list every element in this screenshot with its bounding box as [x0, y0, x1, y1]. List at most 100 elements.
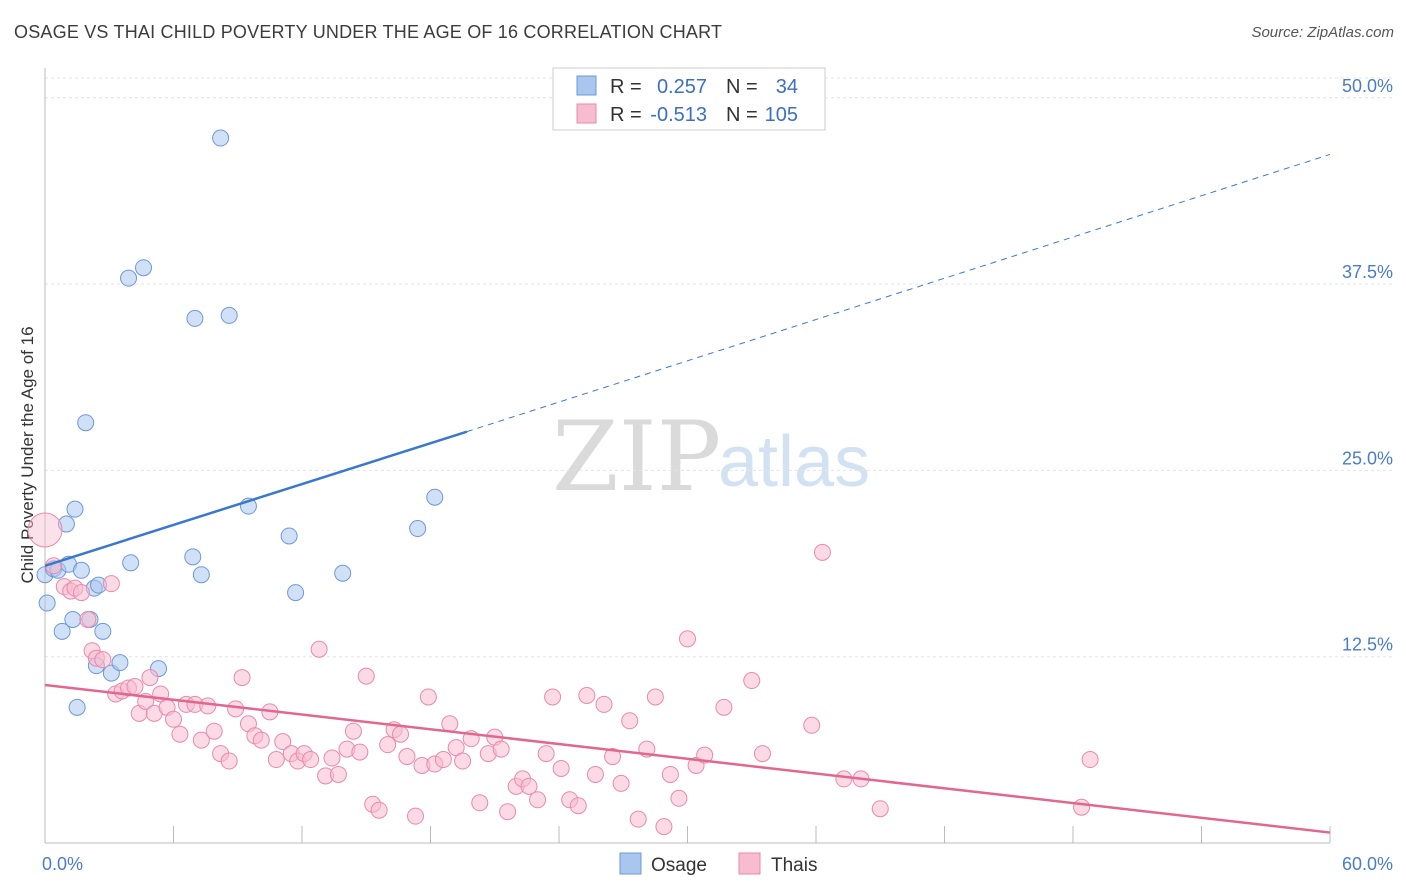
data-points [27, 129, 1099, 836]
data-point-thais [629, 810, 647, 828]
data-point-thais [379, 736, 397, 754]
data-point-osage [186, 309, 204, 327]
data-point-thais [79, 610, 97, 628]
series-legend-swatch-osage [619, 852, 642, 875]
data-point-thais [529, 791, 547, 809]
data-point-thais [537, 745, 555, 763]
x-tick-label: 60.0% [1342, 854, 1393, 874]
data-point-osage [111, 654, 129, 672]
data-point-thais [471, 794, 489, 812]
axes [44, 68, 1331, 844]
stats-legend-n-value-osage: 34 [776, 76, 798, 98]
data-point-thais [310, 640, 328, 658]
data-point-osage [94, 622, 112, 640]
data-point-thais [646, 688, 664, 706]
stats-legend-r-value-osage: 0.257 [657, 76, 707, 98]
y-tick-label: 50.0% [1342, 76, 1393, 96]
data-point-thais [227, 700, 245, 718]
data-point-thais [595, 695, 613, 713]
stats-legend-n-label-osage: N = [726, 76, 758, 98]
data-point-thais [72, 584, 90, 602]
data-point-thais [407, 807, 425, 825]
watermark-zip: ZIP [552, 401, 721, 513]
stats-legend-n-label-thais: N = [726, 104, 758, 126]
data-point-thais [205, 722, 223, 740]
stats-legend-r-value-thais: -0.513 [650, 104, 707, 126]
data-point-thais [323, 749, 341, 767]
data-point-thais [492, 740, 510, 758]
data-point-thais [679, 630, 696, 648]
series-legend-label-thais: Thais [771, 855, 817, 876]
stats-legend-n-value-thais: 105 [765, 104, 798, 126]
data-point-osage [38, 594, 56, 612]
x-tick-label: 0.0% [42, 854, 83, 874]
stats-legend: R = 0.257 N = 34 R = -0.513 N = 105 [552, 67, 826, 131]
data-point-osage [68, 698, 86, 716]
data-point-thais [520, 777, 538, 795]
data-point-thais [578, 686, 596, 704]
data-point-thais [199, 697, 217, 715]
data-point-thais [454, 752, 472, 770]
stats-legend-box [552, 67, 826, 131]
data-point-osage [426, 488, 444, 506]
watermark-atlas: atlas [718, 422, 870, 502]
data-point-osage [212, 129, 230, 147]
data-point-thais [434, 751, 452, 769]
data-point-thais [165, 710, 182, 728]
data-point-thais [370, 801, 388, 819]
gridlines [45, 77, 1392, 658]
data-point-osage [66, 500, 84, 518]
data-point-thais [544, 688, 562, 706]
data-point-thais [612, 774, 630, 792]
y-tick-label: 37.5% [1342, 262, 1393, 282]
data-point-thais [398, 748, 416, 766]
data-point-thais [220, 752, 238, 770]
data-point-osage [280, 527, 298, 545]
data-point-osage [334, 564, 352, 582]
data-point-thais [126, 678, 144, 696]
data-point-thais [344, 722, 362, 740]
data-point-thais [670, 789, 688, 807]
data-point-osage [122, 554, 140, 572]
data-point-thais [586, 765, 604, 783]
data-point-thais [233, 669, 251, 687]
series-osage [36, 129, 444, 716]
stats-legend-swatch-thais [576, 103, 597, 124]
data-point-thais [803, 716, 821, 734]
data-point-thais [351, 743, 369, 761]
data-point-osage [72, 561, 90, 579]
data-point-thais [569, 797, 587, 815]
y-tick-label: 25.0% [1342, 448, 1393, 468]
watermark: ZIP atlas [552, 401, 870, 513]
data-point-thais [813, 543, 831, 561]
data-point-thais [1081, 751, 1099, 769]
data-point-thais [552, 759, 570, 777]
trend-line-osage [44, 430, 468, 567]
data-point-osage [135, 259, 153, 277]
y-tick-labels: 12.5% 25.0% 37.5% 50.0% [1342, 76, 1393, 655]
data-point-thais [252, 731, 270, 749]
data-point-thais [171, 725, 189, 743]
trend-line-thais [44, 683, 1331, 834]
data-point-thais [357, 667, 375, 685]
series-legend-swatch-thais [738, 852, 761, 875]
data-point-osage [287, 584, 305, 602]
data-point-thais [604, 748, 622, 766]
data-point-thais [499, 803, 517, 821]
data-point-thais [274, 733, 292, 751]
data-point-thais [192, 731, 210, 749]
data-point-thais [94, 651, 112, 669]
data-point-thais [267, 751, 285, 769]
data-point-thais [655, 818, 673, 836]
data-point-osage [120, 269, 138, 287]
data-point-osage [57, 515, 75, 533]
data-point-thais [715, 698, 733, 716]
data-point-osage [77, 414, 95, 432]
data-point-thais [302, 751, 320, 769]
data-point-thais [141, 669, 159, 687]
series-thais [27, 512, 1099, 836]
stats-legend-r-label-thais: R = [610, 104, 642, 126]
stats-legend-swatch-osage [576, 75, 597, 96]
data-point-thais [329, 765, 347, 783]
